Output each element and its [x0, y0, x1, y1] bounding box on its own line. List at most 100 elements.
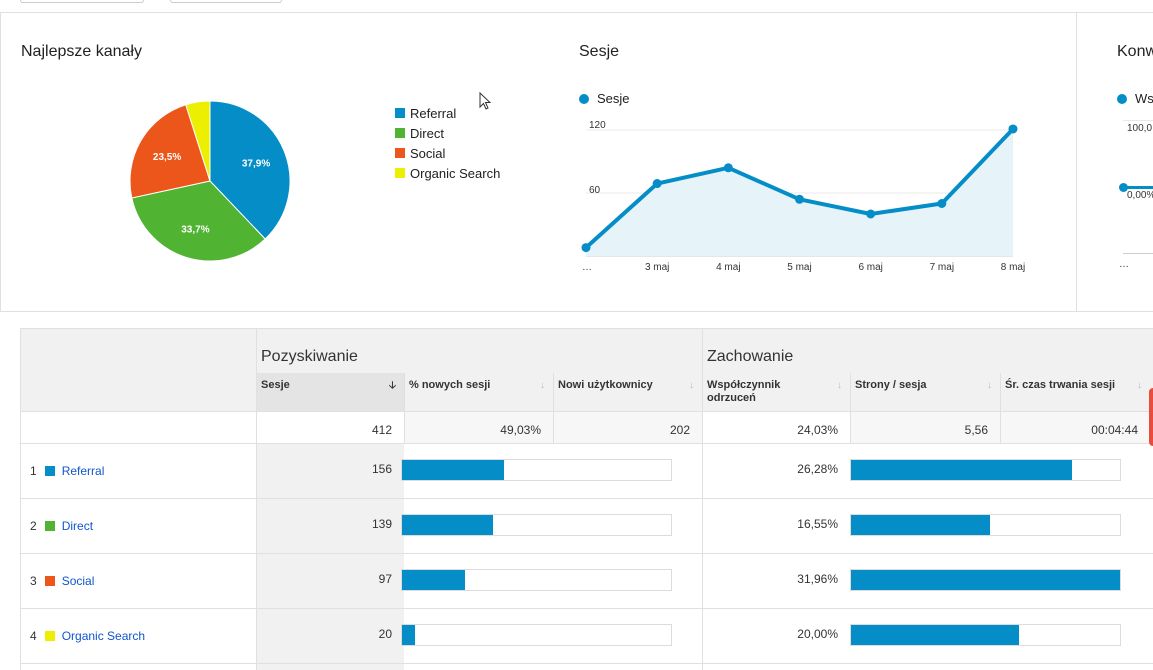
divider	[404, 373, 405, 443]
area-fill	[586, 128, 1013, 256]
table-header-bg	[20, 328, 1153, 411]
card-title: Najlepsze kanały	[21, 43, 142, 60]
pie-slice-organic-search	[185, 100, 211, 182]
y-tick-label: 0,00%	[1127, 190, 1153, 201]
total-new-users: 202	[553, 411, 702, 443]
sort-icon[interactable]: ↓	[540, 380, 545, 391]
color-swatch	[44, 465, 55, 476]
card-title: Sesje	[579, 43, 620, 60]
series-dot-icon	[1117, 93, 1127, 104]
sorted-column-header-bg	[256, 373, 404, 411]
x-tick-label: 6 maj	[858, 262, 882, 273]
row-bounce: 26,28%	[797, 462, 838, 476]
row-link-organic-search[interactable]: Organic Search	[61, 628, 146, 643]
y-tick-label: 120	[589, 120, 606, 131]
divider	[702, 328, 703, 670]
y-tick-label: 60	[589, 185, 601, 196]
sort-icon[interactable]: ↓	[837, 380, 842, 391]
sessions-bar-track	[401, 624, 672, 646]
sort-icon[interactable]: ↓	[1137, 380, 1142, 391]
divider	[1000, 373, 1001, 443]
card-title: Konw	[1117, 43, 1153, 60]
pie-slice-label: 37,9%	[242, 159, 270, 170]
legend-item-organic-search: Organic Search	[395, 163, 500, 183]
row-link-direct[interactable]: Direct	[61, 518, 94, 533]
data-point[interactable]	[652, 179, 662, 189]
bounce-bar-track	[850, 624, 1121, 646]
divider	[553, 373, 554, 443]
divider	[850, 373, 851, 443]
data-point[interactable]	[1008, 124, 1018, 134]
sessions-bar	[402, 460, 504, 480]
channels-table: Pozyskiwanie Zachowanie Sesje 🡣 % nowych …	[20, 328, 1153, 670]
sessions-bar	[402, 570, 466, 590]
pie-slice-referral	[209, 100, 291, 240]
divider	[20, 443, 1153, 444]
bounce-bar	[851, 625, 1020, 645]
divider	[20, 553, 1153, 554]
data-point[interactable]	[581, 243, 591, 253]
x-tick-label: 7 maj	[930, 262, 954, 273]
bounce-bar-track	[850, 514, 1121, 536]
bounce-bar	[851, 515, 991, 535]
feedback-tab[interactable]	[1149, 388, 1153, 446]
mouse-cursor-icon	[479, 92, 492, 110]
compare-button[interactable]	[170, 0, 282, 3]
pie-slice-label: 33,7%	[181, 224, 209, 235]
group-header-behavior: Zachowanie	[707, 348, 794, 365]
divider	[20, 608, 1153, 609]
pie-slice-direct	[131, 180, 266, 262]
pie-slice-social	[129, 104, 211, 199]
total-avg-duration: 00:04:44	[1000, 411, 1150, 443]
row-sessions: 97	[378, 572, 392, 586]
sessions-line-chart: 120 60 … 3 maj 4 maj 5 maj 6 maj 7 maj 8 maj	[581, 120, 1025, 273]
sort-icon[interactable]: ↓	[987, 380, 992, 391]
row-link-referral[interactable]: Referral	[61, 463, 105, 478]
column-header-new-sessions[interactable]: % nowych sesji ↓	[409, 379, 545, 391]
row-sessions: 156	[371, 462, 392, 476]
table-row-direct: 2 Direct	[30, 518, 94, 533]
data-point	[1119, 183, 1128, 192]
bounce-bar-track	[850, 459, 1121, 481]
column-header-bounce-rate[interactable]: Współczynnik odrzuceń ↓	[707, 379, 842, 404]
legend-item-referral: Referral	[395, 103, 500, 123]
data-point[interactable]	[937, 199, 947, 208]
series-legend: Ws	[1117, 91, 1153, 106]
column-header-sessions[interactable]: Sesje 🡣	[261, 379, 396, 391]
data-point[interactable]	[795, 194, 804, 204]
series-dot-icon	[579, 93, 589, 104]
x-tick-label: …	[582, 262, 592, 273]
column-header-new-users[interactable]: Nowi użytkownicy ↓	[558, 379, 694, 391]
sort-desc-icon[interactable]: 🡣	[388, 380, 396, 391]
data-point[interactable]	[866, 209, 876, 219]
series-legend: Sesje	[579, 91, 630, 106]
bounce-bar-track	[850, 569, 1121, 591]
divider	[0, 12, 1153, 13]
x-tick-label: 8 maj	[1001, 262, 1025, 273]
row-sessions: 139	[371, 517, 392, 531]
data-point[interactable]	[723, 163, 733, 173]
divider	[20, 498, 1153, 499]
row-link-social[interactable]: Social	[61, 573, 95, 588]
sort-icon[interactable]: ↓	[689, 380, 694, 391]
color-swatch	[44, 520, 55, 531]
gridline	[1123, 120, 1153, 121]
row-bounce: 20,00%	[797, 627, 838, 641]
table-row-organic-search: 4 Organic Search	[30, 628, 146, 643]
pie-legend: Referral Direct Social Organic Search	[395, 103, 500, 183]
conversions-card: Konw Ws 100,0 0,00% …	[1077, 13, 1153, 312]
total-sessions: 412	[371, 423, 392, 437]
sessions-card: Sesje Sesje 120 60 … 3 maj 4 maj 5 maj 6 maj 7 …	[539, 13, 1077, 312]
date-range-button[interactable]	[20, 0, 144, 3]
column-header-pages-per-session[interactable]: Strony / sesja ↓	[855, 379, 992, 391]
table-row-social: 3 Social	[30, 573, 95, 588]
color-swatch	[44, 630, 55, 641]
totals-sessions-bg	[256, 411, 404, 443]
divider	[20, 663, 1153, 664]
column-header-avg-duration[interactable]: Śr. czas trwania sesji ↓	[1005, 379, 1142, 391]
total-new-sessions: 49,03%	[404, 411, 553, 443]
channels-pie-chart: 37,9% 33,7% 23,5%	[129, 100, 291, 262]
sessions-bar-track	[401, 459, 672, 481]
row-sessions: 20	[378, 627, 392, 641]
bounce-bar	[851, 570, 1120, 590]
